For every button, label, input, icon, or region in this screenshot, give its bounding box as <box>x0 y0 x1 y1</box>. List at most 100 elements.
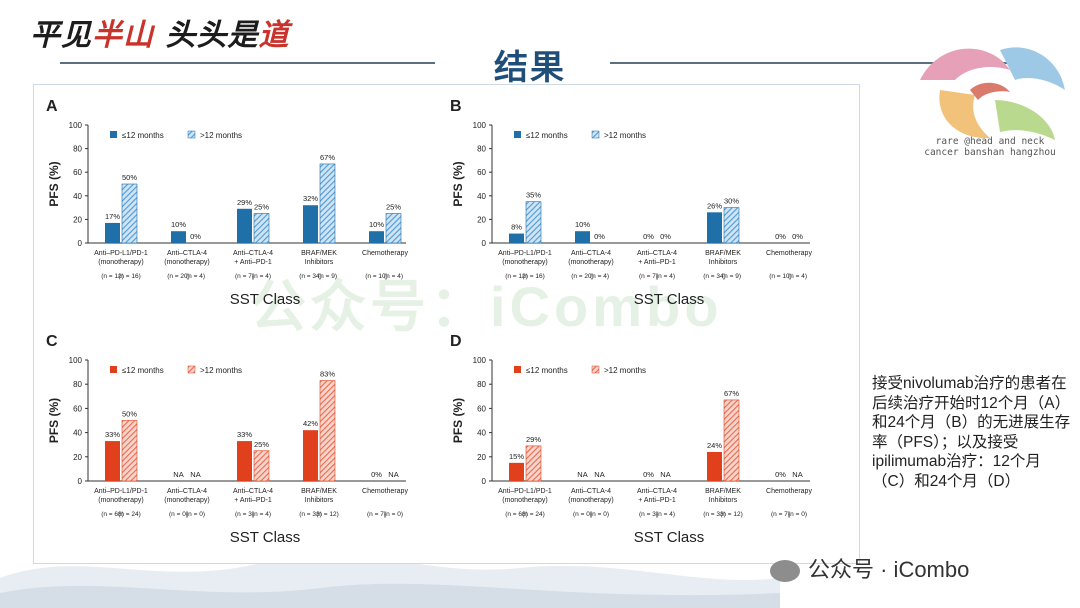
header-rule-left <box>60 62 435 64</box>
panel-a-n-label: (n = 16) <box>118 273 141 280</box>
panel-b-n-label: (n = 20) <box>571 273 594 280</box>
panel-d-ytick-label: 0 <box>482 477 487 486</box>
panel-b-category-label: Anti–PD-L1/PD-1 <box>498 250 552 257</box>
panel-a-legend-label-1: ≤12 months <box>122 131 164 140</box>
header-rule-right <box>610 62 1030 64</box>
panel-a-legend-label-2: >12 months <box>200 131 242 140</box>
panel-a-data-label: 67% <box>320 153 335 162</box>
panel-c-ytick-label: 40 <box>73 429 82 438</box>
panel-d-legend-label-2: >12 months <box>604 366 646 375</box>
logo-line-1: rare @head and neck <box>935 136 1045 147</box>
panel-b-ytick-label: 100 <box>473 121 487 130</box>
panel-a-category-label: + Anti–PD-1 <box>234 259 272 266</box>
panel-d-n-label: (n = 0) <box>573 511 592 518</box>
panel-a-n-label: (n = 20) <box>167 273 190 280</box>
panel-b-n-label: (n = 7) <box>639 273 658 280</box>
panel-a-ytick-label: 40 <box>73 192 82 201</box>
panel-d-data-label: NA <box>594 470 604 479</box>
panel-c-data-label: NA <box>173 470 183 479</box>
panel-b-bar-le12-1 <box>509 233 524 243</box>
panel-b-data-label: 0% <box>660 232 671 241</box>
panel-d-data-label: 0% <box>775 470 786 479</box>
panel-b-category-label: (monotherapy) <box>568 259 614 266</box>
panel-c-data-label: 33% <box>237 430 252 439</box>
panel-b-category-label: Anti–CTLA-4 <box>571 250 611 257</box>
panel-b-data-label: 30% <box>724 197 739 206</box>
panel-d-data-label: NA <box>577 470 587 479</box>
panel-a-category-label: Anti–PD-L1/PD-1 <box>94 250 148 257</box>
panel-d-legend-swatch-2 <box>591 365 600 374</box>
panel-c-n-label: (n = 3) <box>235 511 254 518</box>
panel-a-data-label: 10% <box>171 220 186 229</box>
panel-a-ytick-label: 80 <box>73 145 82 154</box>
panel-c-data-label: 33% <box>105 430 120 439</box>
panel-d-ytick-label: 40 <box>477 429 486 438</box>
panel-b-n-label: (n = 12) <box>505 273 528 280</box>
footer-brand-text: 公众号 · iCombo <box>808 557 970 582</box>
panel-b-ylabel: PFS (%) <box>451 161 465 206</box>
mist-decoration <box>0 554 780 608</box>
panel-d-ylabel: PFS (%) <box>451 398 465 443</box>
panel-a-data-label: 25% <box>386 203 401 212</box>
panel-d-bar-le12-1 <box>509 462 524 481</box>
panel-d-n-label: (n = 4) <box>656 511 675 518</box>
panel-d-n-label: (n = 7) <box>771 511 790 518</box>
panel-c-n-label: (n = 0) <box>384 511 403 518</box>
panel-a-bar-gt12-1 <box>121 183 138 244</box>
panel-b-n-label: (n = 4) <box>788 273 807 280</box>
panel-a-bar-gt12-5 <box>385 213 402 244</box>
panel-a-n-label: (n = 7) <box>235 273 254 280</box>
panel-c-data-label: NA <box>388 470 398 479</box>
panel-c-n-label: (n = 68) <box>101 511 124 518</box>
panel-d-ytick-label: 20 <box>477 453 486 462</box>
panel-c-data-label: 50% <box>122 410 137 419</box>
panel-c-data-label: NA <box>190 470 200 479</box>
panel-b-data-label: 26% <box>707 201 722 210</box>
watermark: 公众号：iCombo <box>250 275 723 338</box>
panel-d-n-label: (n = 68) <box>505 511 528 518</box>
panel-b-data-label: 0% <box>792 232 803 241</box>
panel-d-category-label: Anti–PD-L1/PD-1 <box>498 488 552 495</box>
panel-a-category-label: Anti–CTLA-4 <box>167 250 207 257</box>
panel-c-bar-gt12-1 <box>121 420 138 482</box>
panel-d-category-label: (monotherapy) <box>502 497 548 504</box>
panel-b-data-label: 8% <box>511 223 522 232</box>
panel-b-ytick-label: 0 <box>482 239 487 248</box>
panel-b-data-label: 0% <box>643 232 654 241</box>
slogan-part-4: 道 <box>258 18 290 53</box>
panel-c-ytick-label: 80 <box>73 380 82 389</box>
panel-d-ytick-label: 60 <box>477 404 486 413</box>
panel-c-ytick-label: 60 <box>73 404 82 413</box>
panel-d-ytick-label: 80 <box>477 380 486 389</box>
panel-b-category-label: Anti–CTLA-4 <box>637 250 677 257</box>
panel-b-bar-gt12-4 <box>723 207 740 244</box>
panel-d-category-label: Anti–CTLA-4 <box>571 488 611 495</box>
panel-a-category-label: BRAF/MEK <box>301 250 337 257</box>
panel-c-legend-swatch-2 <box>187 365 196 374</box>
panel-a-bar-le12-4 <box>303 205 318 243</box>
panel-a-ytick-label: 100 <box>69 121 83 130</box>
hands-logo-icon <box>920 47 1065 140</box>
panel-a-data-label: 29% <box>237 198 252 207</box>
panel-a-ytick-label: 20 <box>73 215 82 224</box>
panel-d-category-label: Anti–CTLA-4 <box>637 488 677 495</box>
panel-c-category-label: + Anti–PD-1 <box>234 497 272 504</box>
panel-a-ytick-label: 0 <box>78 239 83 248</box>
panel-b-category-label: + Anti–PD-1 <box>638 259 676 266</box>
slogan-part-3: 头头是 <box>165 18 259 53</box>
panel-b-data-label: 0% <box>775 232 786 241</box>
panel-c-bar-le12-4 <box>303 430 318 481</box>
panel-a-data-label: 0% <box>190 232 201 241</box>
logo-text: rare @head and neck cancer banshan hangz… <box>905 136 1075 158</box>
panel-d-n-label: (n = 12) <box>720 511 743 518</box>
panel-d-bar-gt12-4 <box>723 399 740 482</box>
panel-d-data-label: NA <box>792 470 802 479</box>
panel-a-n-label: (n = 10) <box>365 273 388 280</box>
page-title: 结果 <box>494 49 566 87</box>
panel-c-letter: C <box>46 333 58 350</box>
panel-d-category-label: + Anti–PD-1 <box>638 497 676 504</box>
panel-d-legend-label-1: ≤12 months <box>526 366 568 375</box>
panel-b-category-label: BRAF/MEK <box>705 250 741 257</box>
panel-b-xlabel: SST Class <box>634 291 705 308</box>
panel-a-bar-gt12-4 <box>319 163 336 244</box>
